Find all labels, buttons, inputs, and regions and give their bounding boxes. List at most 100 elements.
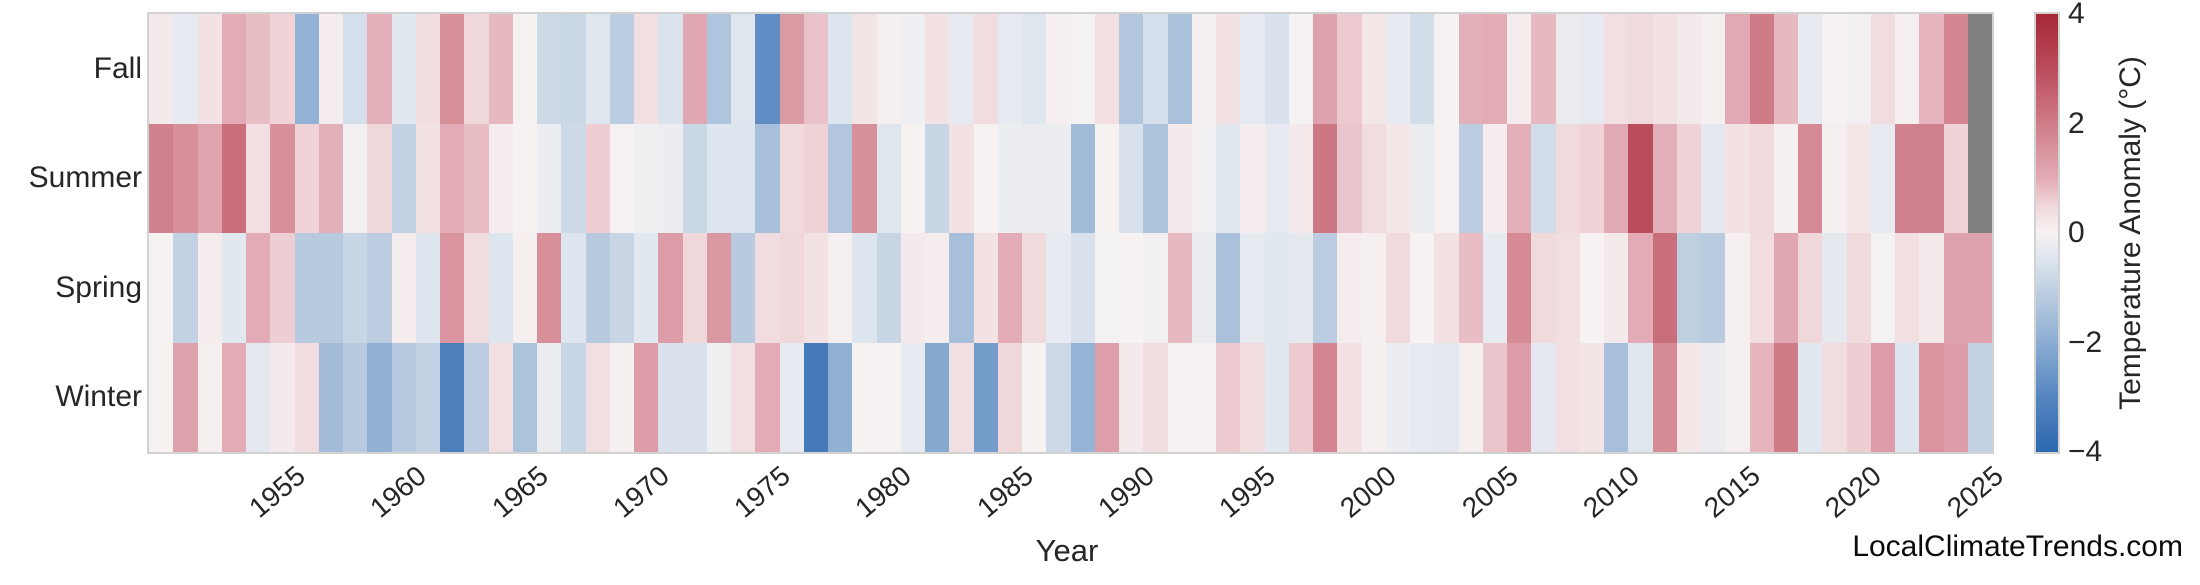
heatmap-cell [585,342,611,452]
heatmap-cell [1846,123,1872,234]
heatmap-cell [270,14,296,125]
heatmap-cell [1604,123,1629,234]
heatmap-cell [1531,342,1557,452]
heatmap-cell [1288,233,1314,344]
heatmap-cell [1361,233,1387,344]
heatmap-cell [1555,14,1581,125]
heatmap-cell [1652,14,1678,125]
heatmap-cell [1507,123,1532,234]
heatmap-cell [1701,342,1726,452]
heatmap-cell [997,14,1023,125]
heatmap-cell [1313,123,1338,234]
heatmap-cell [440,233,465,344]
heatmap-cell [1410,14,1435,125]
heatmap-cell [1143,123,1169,234]
heatmap-cell [1240,123,1266,234]
heatmap-cell [1119,123,1144,234]
heatmap-cell [1070,233,1096,344]
heatmap-cell [731,14,756,125]
x-tick-label: 1985 [970,459,1039,524]
heatmap-cell [1773,123,1799,234]
heatmap-cell [682,342,708,452]
heatmap-cell [1361,342,1387,452]
heatmap-cell [1385,14,1411,125]
heatmap-cell [634,14,659,125]
heatmap-cell [294,233,320,344]
heatmap-cell [561,233,587,344]
heatmap-cell [925,233,950,344]
heatmap-cell [585,123,611,234]
heatmap-cell [1458,123,1484,234]
heatmap-cell [634,233,659,344]
heatmap-cell [1240,233,1266,344]
heatmap-cell [1434,233,1460,344]
heatmap-cell [173,14,199,125]
x-tick-label: 2025 [1940,459,2009,524]
heatmap-cell [221,342,247,452]
heatmap-cell [779,233,805,344]
heatmap-cell [464,14,490,125]
heatmap-cell [512,233,538,344]
x-tick-label: 1955 [243,459,311,524]
heatmap-cell [1846,342,1872,452]
heatmap-cell [876,14,902,125]
heatmap-cell [1216,342,1241,452]
heatmap-cell [658,233,684,344]
heatmap-cell [1531,233,1557,344]
heatmap-cell [755,233,781,344]
heatmap-cell [488,123,514,234]
colorbar-tick-label: 4 [2068,0,2085,30]
heatmap-cell [1482,123,1508,234]
heatmap-cell [1022,342,1047,452]
heatmap-cell [367,342,393,452]
heatmap-cell [973,342,999,452]
x-tick-label: 2010 [1577,459,1645,524]
heatmap-cell [828,123,853,234]
heatmap-cell [1361,123,1387,234]
heatmap-cell [973,14,999,125]
heatmap-cell [1676,233,1702,344]
heatmap-cell [634,123,659,234]
heatmap-cell [1046,123,1072,234]
heatmap-cell [609,14,635,125]
heatmap-cell [464,233,490,344]
heatmap-cell [1119,14,1144,125]
heatmap-cell [1337,233,1363,344]
heatmap-cell [803,14,829,125]
heatmap-cell [1022,14,1047,125]
heatmap-cell [1458,14,1484,125]
heatmap-cell [876,342,902,452]
heatmap-cell [1555,233,1581,344]
heatmap-cell [1604,342,1629,452]
heatmap-cell [1458,233,1484,344]
heatmap-cell [1870,342,1896,452]
heatmap-plot [147,12,1994,454]
heatmap-cell [1895,123,1920,234]
heatmap-cell [1967,14,1992,125]
heatmap-cell [1604,233,1629,344]
heatmap-cell [1967,123,1992,234]
heatmap-cell [1385,123,1411,234]
heatmap-cell [828,14,853,125]
heatmap-cell [949,233,975,344]
heatmap-cell [1070,123,1096,234]
heatmap-cell [1579,342,1605,452]
heatmap-cell [1846,14,1872,125]
heatmap-cell [1919,233,1945,344]
heatmap-cell [1046,233,1072,344]
heatmap-cell [682,233,708,344]
heatmap-cell [537,123,562,234]
heatmap-cell [1919,123,1945,234]
heatmap-cell [1385,233,1411,344]
heatmap-cell [731,123,756,234]
colorbar-tick-label: 0 [2068,216,2085,249]
heatmap-cell [1094,342,1120,452]
heatmap-cell [1773,14,1799,125]
heatmap-cell [1846,233,1872,344]
heatmap-cell [973,123,999,234]
heatmap-cell [1943,342,1969,452]
heatmap-cell [1191,233,1217,344]
heatmap-cell [682,123,708,234]
x-tick-label: 1970 [607,459,675,524]
heatmap-cell [1094,14,1120,125]
